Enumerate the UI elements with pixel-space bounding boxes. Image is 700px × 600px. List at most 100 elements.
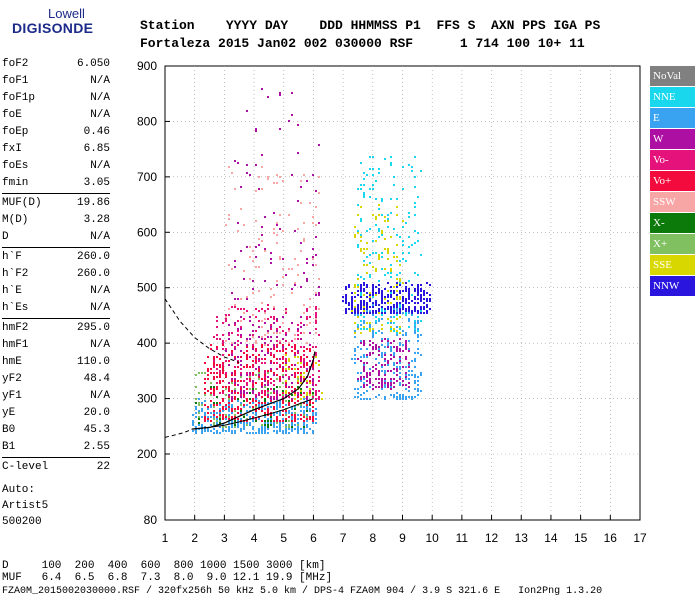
echo-point xyxy=(381,200,383,202)
echo-point xyxy=(264,412,266,414)
echo-point xyxy=(300,390,302,392)
echo-point xyxy=(396,362,398,364)
footer-metadata: FZA0M_2015002030000.RSF / 320fx256h 50 k… xyxy=(2,586,603,597)
echo-point xyxy=(210,416,212,418)
echo-point xyxy=(255,400,257,402)
echo-point xyxy=(276,346,278,348)
echo-point xyxy=(195,398,197,400)
echo-point xyxy=(429,298,431,300)
echo-point xyxy=(288,358,290,360)
echo-point xyxy=(297,378,299,380)
echo-point xyxy=(360,398,362,400)
echo-point xyxy=(291,428,293,430)
echo-point xyxy=(261,402,263,404)
echo-point xyxy=(276,174,278,176)
echo-point xyxy=(270,378,272,380)
echo-point xyxy=(396,260,398,262)
echo-point xyxy=(309,350,311,352)
y-tick-label: 300 xyxy=(137,392,157,406)
echo-point xyxy=(363,302,365,304)
echo-point xyxy=(387,318,389,320)
echo-point xyxy=(237,398,239,400)
echo-point xyxy=(282,422,284,424)
echo-point xyxy=(237,308,239,310)
echo-point xyxy=(384,308,386,310)
echo-point xyxy=(213,378,215,380)
echo-point xyxy=(414,374,416,376)
echo-point xyxy=(357,294,359,296)
echo-point xyxy=(387,386,389,388)
echo-point xyxy=(372,240,374,242)
echo-point xyxy=(294,338,296,340)
echo-point xyxy=(315,292,317,294)
echo-point xyxy=(216,346,218,348)
echo-point xyxy=(240,326,242,328)
echo-point xyxy=(291,424,293,426)
echo-point xyxy=(282,284,284,286)
echo-point xyxy=(360,340,362,342)
echo-point xyxy=(216,404,218,406)
echo-point xyxy=(297,362,299,364)
echo-point xyxy=(228,214,230,216)
param-label: fmin xyxy=(2,177,29,189)
echo-point xyxy=(222,362,224,364)
echo-point xyxy=(420,334,422,336)
echo-point xyxy=(297,380,299,382)
echo-point xyxy=(417,290,419,292)
echo-point xyxy=(420,290,422,292)
echo-point xyxy=(252,380,254,382)
echo-point xyxy=(408,362,410,364)
echo-point xyxy=(261,428,263,430)
echo-point xyxy=(360,378,362,380)
echo-point xyxy=(360,314,362,316)
echo-point xyxy=(219,382,221,384)
echo-point xyxy=(381,344,383,346)
echo-point xyxy=(381,214,383,216)
echo-point xyxy=(273,228,275,230)
echo-point xyxy=(417,384,419,386)
echo-point xyxy=(381,386,383,388)
echo-point xyxy=(345,308,347,310)
echo-point xyxy=(252,432,254,434)
echo-point xyxy=(288,432,290,434)
y-tick-label: 80 xyxy=(144,513,158,527)
echo-point xyxy=(372,334,374,336)
echo-point xyxy=(363,300,365,302)
echo-point xyxy=(288,428,290,430)
echo-point xyxy=(417,316,419,318)
echo-point xyxy=(255,412,257,414)
echo-point xyxy=(300,410,302,412)
echo-point xyxy=(363,378,365,380)
echo-point xyxy=(312,410,314,412)
echo-point xyxy=(369,386,371,388)
echo-point xyxy=(246,246,248,248)
echo-point xyxy=(315,418,317,420)
echo-point xyxy=(372,252,374,254)
echo-point xyxy=(210,404,212,406)
echo-point xyxy=(231,396,233,398)
echo-point xyxy=(357,358,359,360)
echo-point xyxy=(303,222,305,224)
echo-point xyxy=(234,160,236,162)
echo-point xyxy=(228,388,230,390)
echo-point xyxy=(267,422,269,424)
echo-point xyxy=(348,304,350,306)
echo-point xyxy=(261,326,263,328)
param-value: N/A xyxy=(90,109,110,121)
echo-point xyxy=(300,322,302,324)
echo-point xyxy=(285,362,287,364)
echo-point xyxy=(300,332,302,334)
param-value: 20.0 xyxy=(83,407,110,419)
echo-point xyxy=(396,274,398,276)
echo-point xyxy=(312,412,314,414)
echo-point xyxy=(273,388,275,390)
echo-point xyxy=(387,218,389,220)
echo-point xyxy=(384,374,386,376)
echo-point xyxy=(402,240,404,242)
echo-point xyxy=(285,364,287,366)
param-value: 48.4 xyxy=(83,373,110,385)
echo-point xyxy=(231,352,233,354)
echo-point xyxy=(216,416,218,418)
echo-point xyxy=(402,252,404,254)
echo-point xyxy=(396,294,398,296)
